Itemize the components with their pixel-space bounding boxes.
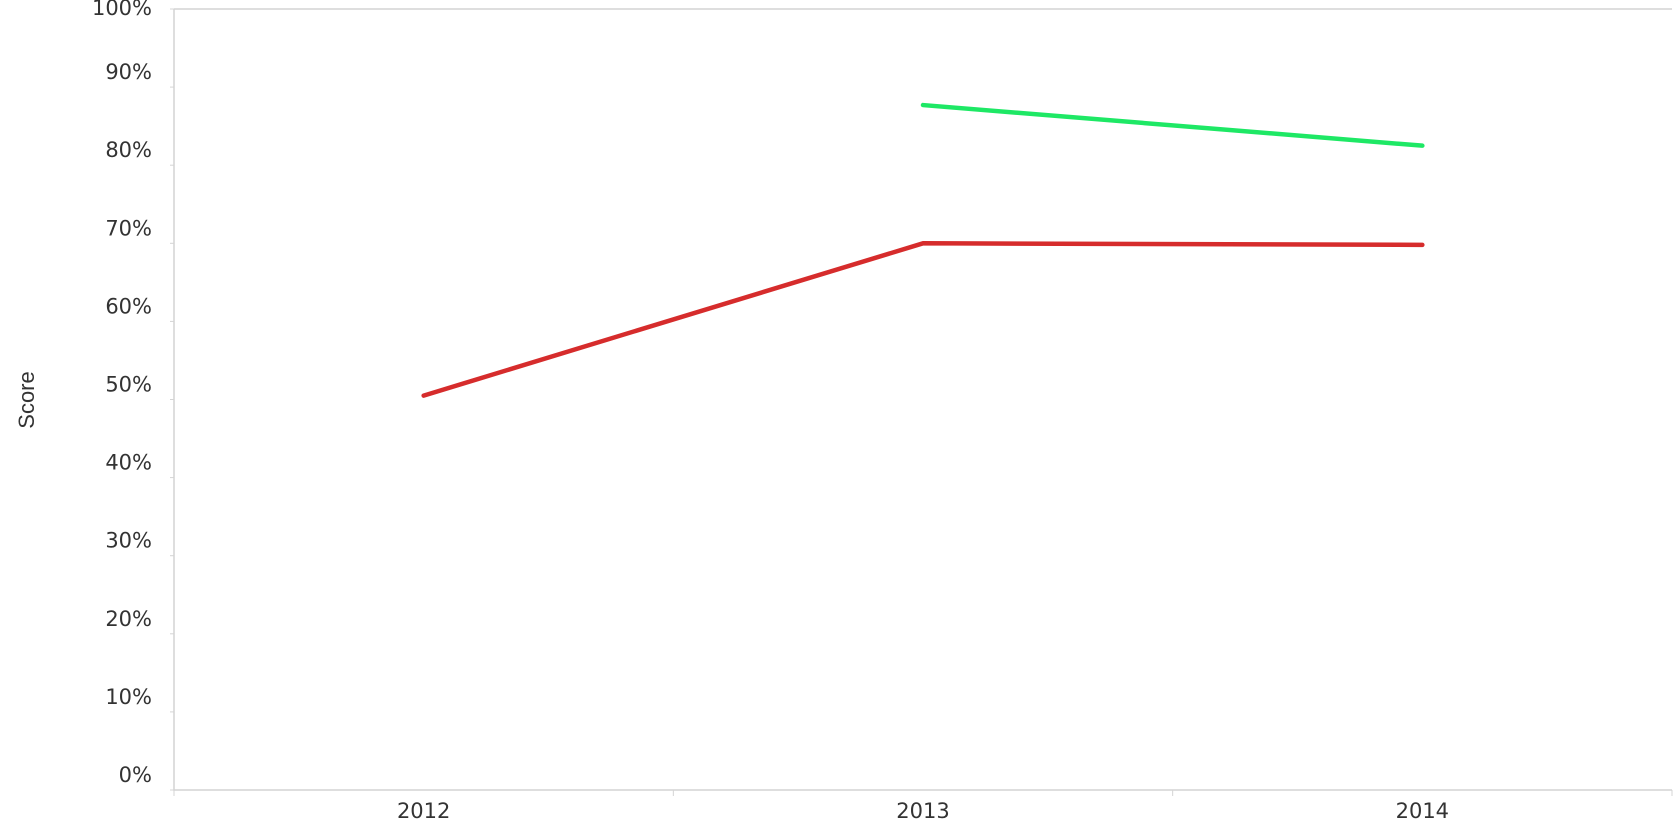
y-tick-label: 60% [105, 294, 152, 318]
y-tick-label: 20% [105, 607, 152, 631]
y-tick-label: 80% [105, 138, 152, 162]
y-tick-label: 30% [105, 529, 152, 553]
y-tick-label: 0% [119, 763, 152, 787]
plot-frame [173, 8, 1672, 791]
y-tick-label: 100% [92, 0, 152, 20]
series-line [421, 241, 1425, 398]
y-tick-label: 40% [105, 451, 152, 475]
y-tick-label: 10% [105, 685, 152, 709]
x-tick-label: 2013 [896, 799, 949, 823]
y-tick-label: 50% [105, 373, 152, 397]
y-tick-label: 90% [105, 60, 152, 84]
x-tick-label: 2014 [1396, 799, 1449, 823]
x-tick-label: 2012 [397, 799, 450, 823]
series-line [920, 102, 1425, 148]
y-axis-title: Score [14, 371, 39, 428]
y-tick-label: 70% [105, 216, 152, 240]
